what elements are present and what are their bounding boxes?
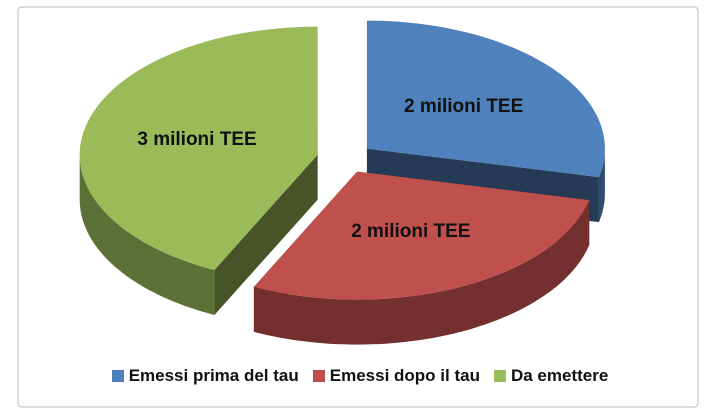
legend-item: Emessi dopo il tau: [312, 366, 480, 386]
pie-tops: [79, 20, 605, 300]
slice-wall: [214, 154, 318, 315]
legend-label: Da emettere: [510, 366, 609, 385]
legend-item: Emessi prima del tau: [111, 366, 299, 386]
legend-item: Da emettere: [493, 366, 609, 386]
legend-swatch: [493, 370, 506, 382]
legend-label: Emessi prima del tau: [128, 366, 299, 385]
legend-swatch: [111, 370, 124, 382]
legend-label: Emessi dopo il tau: [329, 366, 480, 385]
data-label: 2 milioni TEE: [351, 220, 471, 242]
slice-side: [598, 148, 605, 223]
slice: [366, 20, 605, 178]
slice-side: [79, 154, 215, 315]
slice-side: [253, 200, 590, 345]
legend-swatch: [312, 370, 325, 382]
data-label: 3 milioni TEE: [137, 128, 257, 150]
data-label: 2 milioni TEE: [403, 96, 524, 118]
slice: [79, 26, 318, 270]
slice: [253, 171, 590, 300]
legend: Emessi prima del tau Emessi dopo il tau Da…: [20, 366, 700, 386]
